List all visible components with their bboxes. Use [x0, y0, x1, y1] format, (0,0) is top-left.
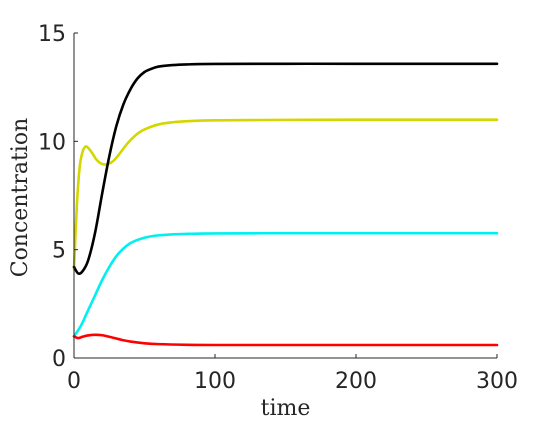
y-tick-label: 5: [52, 239, 66, 264]
axes-layer: [73, 33, 497, 359]
x-tick-label: 300: [476, 369, 518, 394]
series-line-cyan: [72, 231, 499, 338]
series-line-black: [72, 62, 499, 276]
x-tick-label: 0: [67, 369, 81, 394]
x-axis-title: time: [261, 396, 311, 421]
ticks-layer: 0 100 200 300 0 5 10 15: [38, 22, 518, 394]
series-line-yellow: [72, 118, 499, 271]
y-tick-label: 10: [38, 130, 66, 155]
y-axis-title: Concentration: [8, 118, 33, 278]
series-layer: [72, 62, 499, 347]
series-line-red: [72, 333, 499, 347]
y-tick-label: 0: [52, 347, 66, 372]
x-tick-label: 100: [194, 369, 236, 394]
y-tick-label: 15: [38, 22, 66, 47]
x-tick-label: 200: [335, 369, 377, 394]
